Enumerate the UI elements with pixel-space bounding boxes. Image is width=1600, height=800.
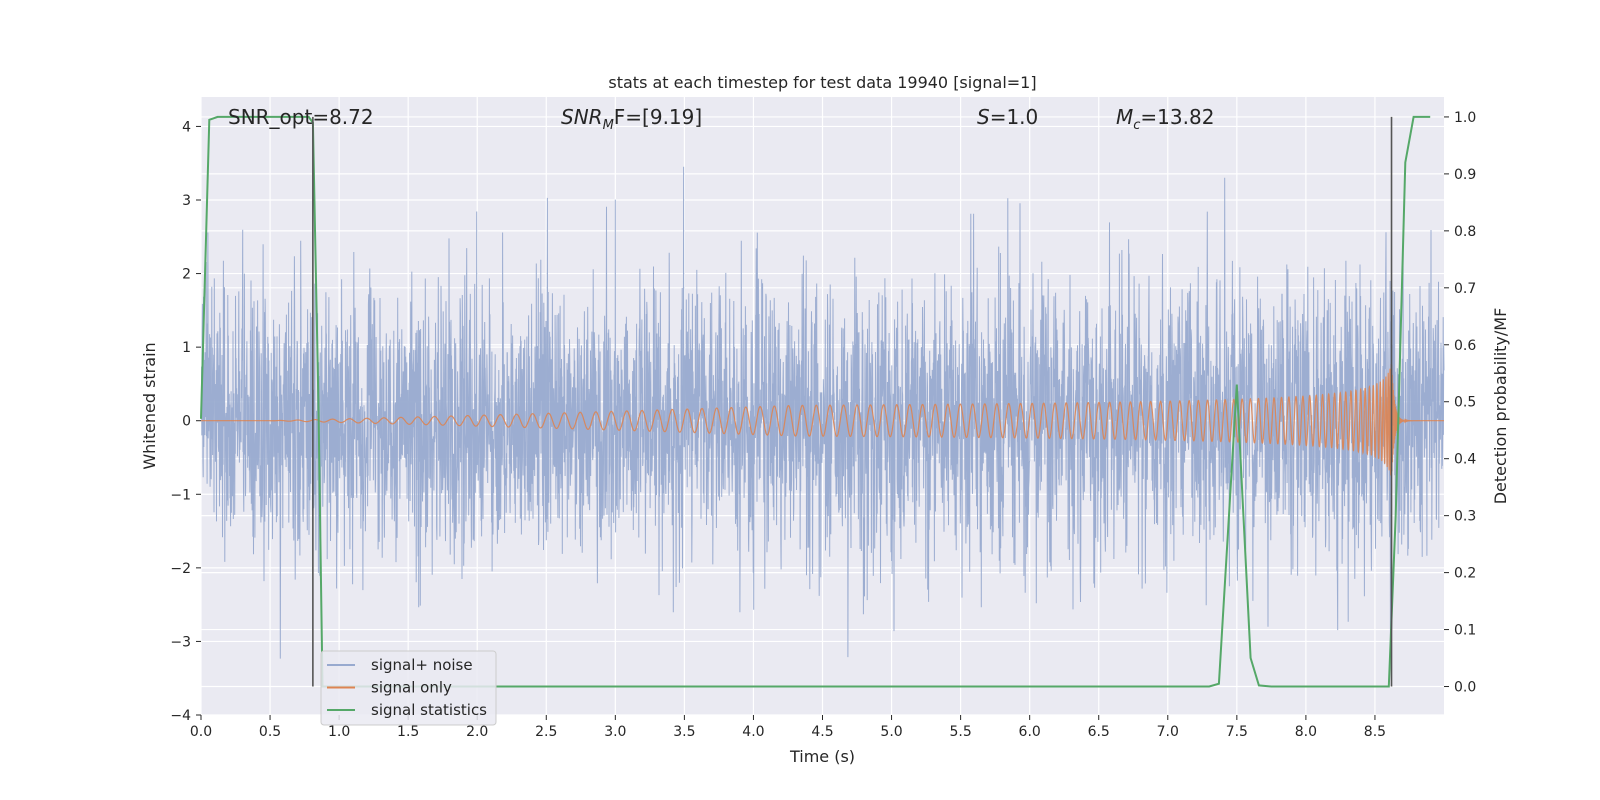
y2-tick-label: 0.2: [1454, 566, 1476, 582]
legend-label-signal-statistics: signal statistics: [371, 701, 487, 719]
annotation-snr-mf-suffix: F=[9.19]: [614, 105, 702, 129]
x-tick-label: 3.5: [673, 724, 695, 740]
y-tick-label: −3: [170, 634, 191, 650]
annotation-mc: Mc=13.82: [1116, 105, 1214, 133]
y-axis-label: Whitened strain: [140, 342, 159, 469]
x-tick-label: 7.5: [1226, 724, 1248, 740]
x-axis-label: Time (s): [789, 747, 855, 766]
y-tick-label: 4: [182, 119, 191, 135]
annotation-s-val: =1.0: [990, 105, 1039, 129]
annotation-snr-mf: SNRMF=[9.19]: [561, 105, 702, 133]
annotation-snr-mf-sub: M: [603, 118, 614, 133]
legend-label-signal-noise: signal+ noise: [371, 656, 473, 674]
annotation-mc-sub: c: [1133, 118, 1140, 133]
y-tick-label: −1: [170, 487, 191, 503]
x-tick-label: 1.0: [328, 724, 350, 740]
axis-ticks: 0.0 0.5 1.0 1.5 2.0 2.5 3.0 3.5 4.0 4.5 5.0 5.5 6.0 6…: [170, 110, 1476, 740]
x-tick-label: 7.0: [1157, 724, 1179, 740]
y2-tick-label: 0.8: [1454, 224, 1476, 240]
annotation-mc-var: M: [1116, 105, 1133, 129]
x-tick-label: 0.0: [190, 724, 212, 740]
signal-statistics-line: [200, 115, 1431, 688]
signal-only-line: [201, 363, 1444, 476]
x-tick-label: 0.5: [259, 724, 281, 740]
y-tick-label: 2: [182, 267, 191, 283]
x-tick-label: 4.0: [742, 724, 764, 740]
signal-statistics-series: [200, 115, 1431, 688]
y-tick-label: 1: [182, 340, 191, 356]
signal-only-series: [201, 363, 1444, 476]
x-tick-label: 5.0: [880, 724, 902, 740]
annotation-s: S=1.0: [977, 105, 1038, 129]
x-tick-label: 6.0: [1019, 724, 1041, 740]
y2-tick-label: 0.7: [1454, 281, 1476, 297]
annotation-s-var: S: [977, 105, 990, 129]
y-tick-label: 3: [182, 193, 191, 209]
y2-tick-label: 0.9: [1454, 167, 1476, 183]
y2-tick-label: 0.5: [1454, 395, 1476, 411]
x-tick-label: 8.5: [1364, 724, 1386, 740]
annotation-mc-val: =13.82: [1140, 105, 1214, 129]
legend-box: [320, 650, 497, 726]
y2-tick-label: 0.0: [1454, 680, 1476, 696]
x-tick-label: 2.0: [466, 724, 488, 740]
chart-title: stats at each timestep for test data 199…: [608, 73, 1036, 92]
annotation-snr-opt: SNR_opt=8.72: [228, 105, 374, 129]
y-tick-label: −4: [170, 708, 191, 724]
signal-noise-series: [200, 166, 1445, 659]
y2-tick-label: 0.3: [1454, 509, 1476, 525]
x-tick-label: 6.5: [1088, 724, 1110, 740]
vertical-markers: [312, 116, 1393, 687]
signal-noise-line: [200, 166, 1445, 659]
x-tick-label: 5.5: [949, 724, 971, 740]
y2-tick-label: 0.6: [1454, 338, 1476, 354]
y2-tick-label: 1.0: [1454, 110, 1476, 126]
y2-tick-label: 0.1: [1454, 623, 1476, 639]
y2-axis-label: Detection probability/MF: [1491, 308, 1510, 505]
legend-label-signal-only: signal only: [371, 679, 452, 697]
annotation-snr-mf-prefix: SNR: [561, 105, 603, 129]
y-tick-label: −2: [170, 561, 191, 577]
x-tick-label: 1.5: [397, 724, 419, 740]
y-tick-label: 0: [182, 414, 191, 430]
x-tick-label: 2.5: [535, 724, 557, 740]
legend: signal+ noise signal only signal statist…: [320, 650, 497, 726]
x-tick-label: 4.5: [811, 724, 833, 740]
x-tick-label: 3.0: [604, 724, 626, 740]
x-tick-label: 8.0: [1295, 724, 1317, 740]
y2-tick-label: 0.4: [1454, 452, 1476, 468]
